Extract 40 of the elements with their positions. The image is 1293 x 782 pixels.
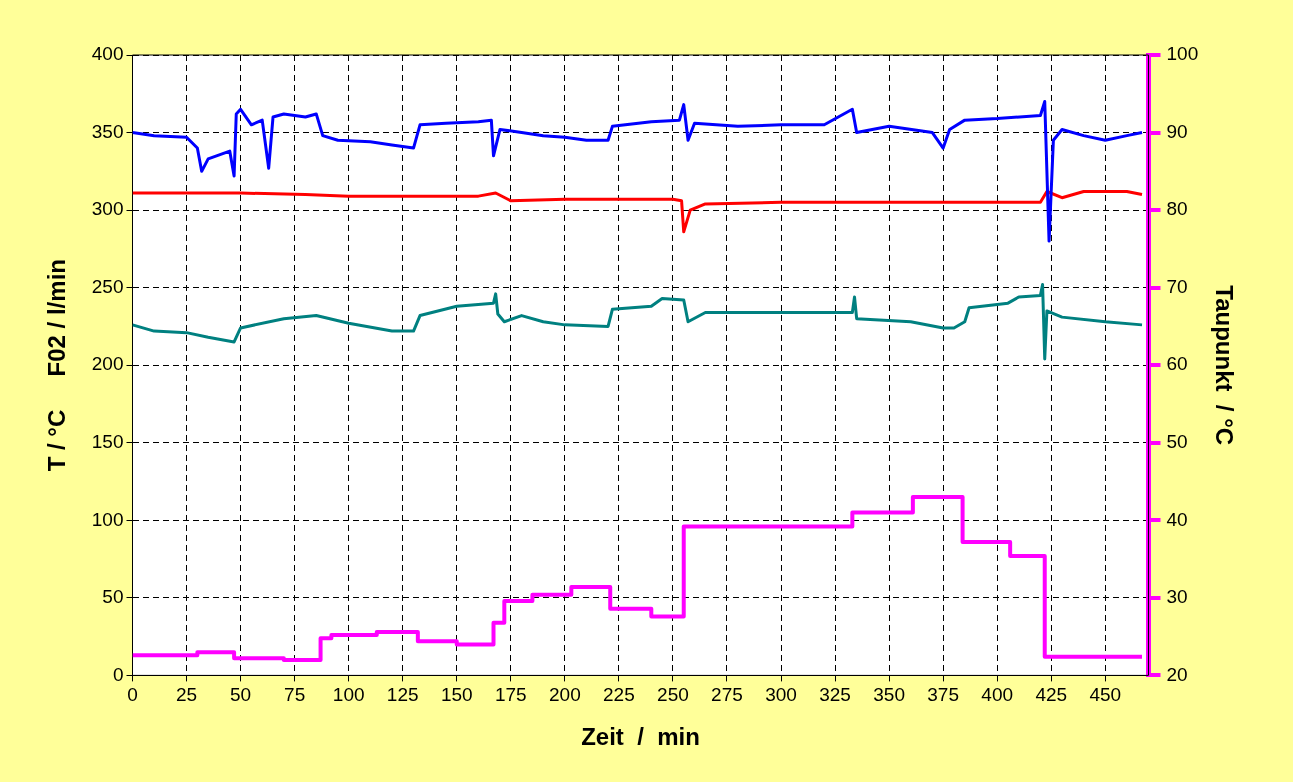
x-tick-label: 125	[386, 684, 419, 706]
x-tick-label: 25	[175, 684, 198, 706]
y2-tick-label: 90	[1166, 120, 1188, 142]
y2-tick-label: 80	[1166, 198, 1188, 220]
y-tick-label: 400	[91, 43, 124, 65]
x-tick-label: 75	[284, 684, 306, 706]
y2-axis-title: Taupunkt / °C	[1210, 285, 1238, 446]
y-axis-title: T / °C F02 / l/min	[43, 259, 71, 472]
x-tick-label: 375	[927, 684, 959, 706]
x-tick-label: 250	[657, 684, 689, 706]
x-tick-label: 200	[548, 684, 581, 706]
y-tick-label: 350	[91, 120, 124, 142]
y2-tick-label: 50	[1166, 430, 1188, 452]
x-tick-label: 450	[1089, 684, 1122, 706]
x-tick-label: 400	[981, 684, 1014, 706]
y-tick-label: 0	[112, 663, 124, 685]
y2-tick-label: 30	[1166, 586, 1188, 608]
y2-tick-label: 100	[1166, 43, 1199, 65]
y2-tick-label: 60	[1166, 353, 1188, 375]
x-tick-label: 425	[1035, 684, 1068, 706]
y-tick-label: 100	[91, 508, 124, 530]
x-tick-label: 225	[603, 684, 635, 706]
x-tick-label: 150	[440, 684, 473, 706]
y-tick-label: 250	[91, 275, 124, 297]
y2-tick-label: 70	[1166, 275, 1188, 297]
x-tick-label: 0	[127, 684, 138, 706]
y-tick-label: 50	[102, 586, 124, 608]
y-tick-label: 200	[91, 353, 124, 375]
y-tick-label: 300	[91, 198, 124, 220]
y2-tick-label: 40	[1166, 508, 1188, 530]
x-tick-label: 100	[332, 684, 365, 706]
x-tick-label: 175	[494, 684, 527, 706]
x-tick-label: 300	[765, 684, 797, 706]
x-axis-title: Zeit / min	[581, 723, 700, 751]
x-tick-label: 350	[873, 684, 905, 706]
y2-tick-label: 20	[1166, 663, 1188, 685]
y-tick-label: 150	[91, 430, 124, 452]
x-tick-label: 325	[819, 684, 851, 706]
x-tick-label: 275	[711, 684, 743, 706]
x-tick-label: 50	[230, 684, 252, 706]
